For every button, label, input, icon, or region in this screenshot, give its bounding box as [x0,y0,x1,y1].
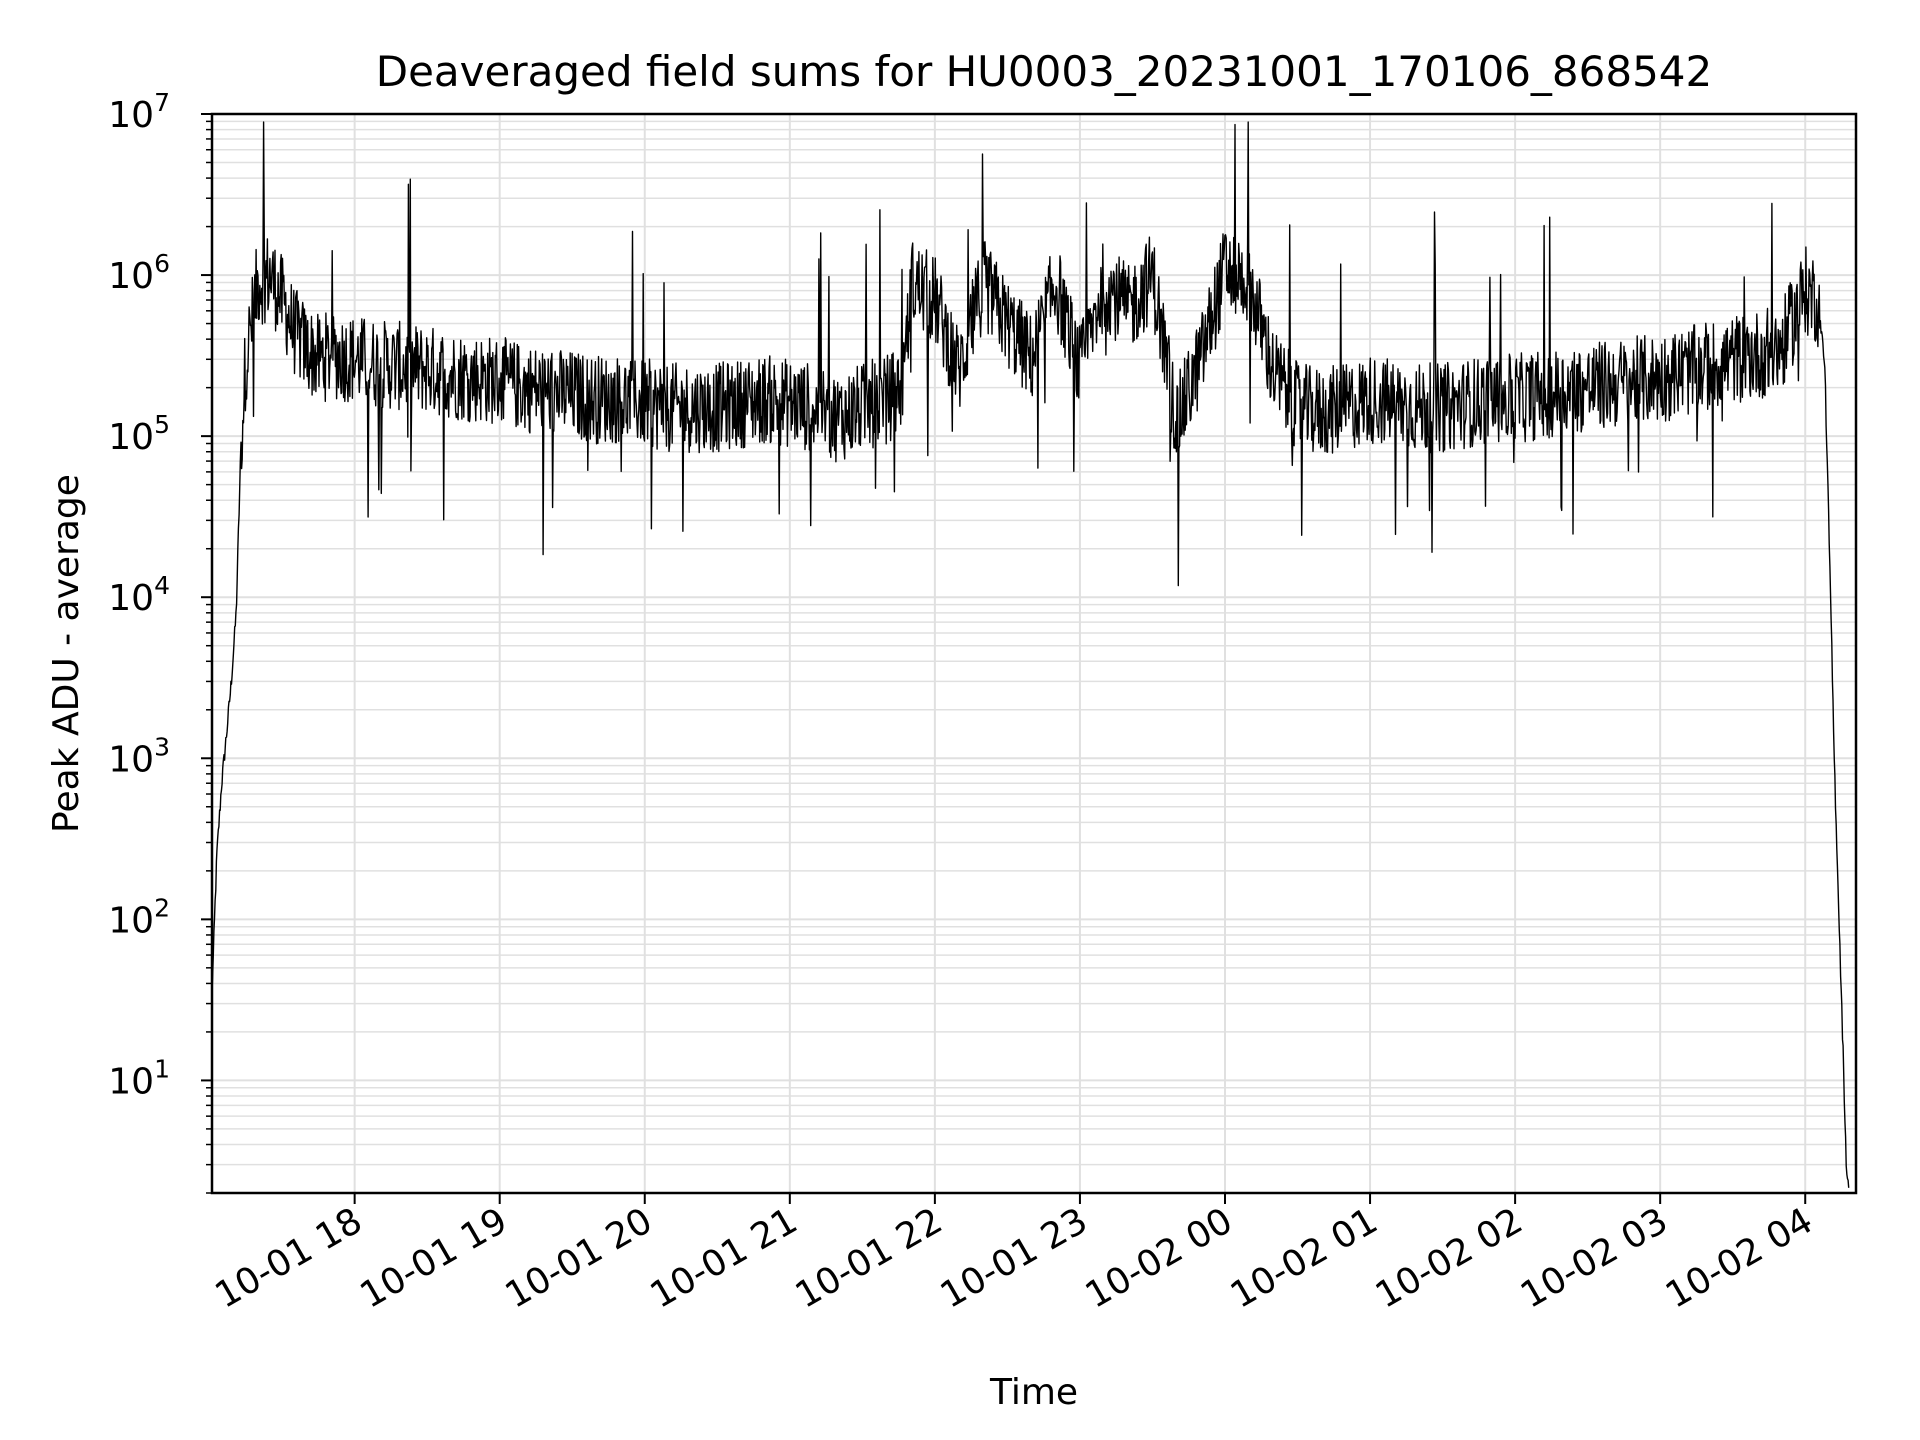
y-tick-exponent: 6 [154,249,170,278]
y-tick-base: 10 [108,900,154,941]
y-tick-base: 10 [108,1061,154,1102]
y-tick-base: 10 [108,256,154,297]
y-axis-label: Peak ADU - average [46,474,87,833]
axes-frame [210,112,1858,1195]
y-tick-exponent: 4 [154,571,170,600]
y-tick-base: 10 [108,417,154,458]
series-line [211,121,1850,1188]
y-tick-exponent: 7 [154,88,170,117]
plot-area [211,121,1850,1188]
y-tick-label: 104 [108,571,170,619]
y-tick-exponent: 3 [154,732,170,761]
grid [212,113,1856,1194]
x-axis-label: Time [989,1372,1078,1413]
chart-title: Deaveraged field sums for HU0003_2023100… [376,47,1713,96]
y-tick-base: 10 [108,95,154,136]
y-tick-label: 103 [108,732,170,780]
y-tick-exponent: 1 [154,1054,170,1083]
y-tick-base: 10 [108,578,154,619]
y-tick-exponent: 5 [154,410,170,439]
y-tick-label: 101 [108,1054,170,1102]
y-tick-label: 102 [108,893,170,941]
y-tick-label: 106 [108,249,170,297]
y-tick-exponent: 2 [154,893,170,922]
y-tick-label: 107 [108,88,170,136]
y-tick-base: 10 [108,739,154,780]
y-tick-label: 105 [108,410,170,458]
